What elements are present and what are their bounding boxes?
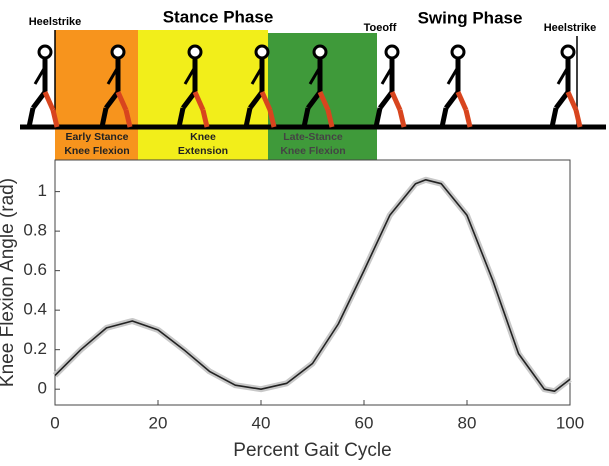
event-label: Heelstrike (544, 22, 597, 34)
x-tick-label: 60 (355, 413, 374, 432)
y-axis-label: Knee Flexion Angle (rad) (0, 178, 18, 387)
phase-title: Swing Phase (418, 8, 523, 27)
line-series (54, 179, 571, 392)
walker-figure (376, 46, 404, 127)
walker-figure (442, 46, 470, 127)
phase-box (138, 30, 268, 160)
gait-diagram: Heelstrike Toeoff Heelstrike Stance Phase Sw… (20, 7, 606, 160)
x-axis-label: Percent Gait Cycle (233, 440, 391, 461)
y-tick-label: 0.8 (23, 221, 47, 240)
chart: 0 20 40 60 80 100 0 0.2 0.4 0.6 0.8 1 Percent Gait C… (0, 159, 584, 461)
x-tick-label: 0 (50, 413, 59, 432)
subphase-label: Knee Flexion (64, 145, 129, 157)
y-tick-label: 0.6 (23, 260, 47, 279)
y-tick-label: 0 (38, 379, 47, 398)
x-tick-label: 80 (458, 413, 477, 432)
event-label: Heelstrike (29, 16, 82, 28)
subphase-label: Early Stance (65, 131, 128, 143)
y-tick-label: 1 (38, 181, 47, 200)
subphase-label: Extension (178, 145, 228, 157)
walker-figure (552, 46, 580, 127)
subphase-label: Knee (190, 131, 216, 143)
subphase-label: Late-Stance (283, 131, 343, 143)
phase-title: Stance Phase (163, 7, 274, 26)
x-tick-label: 100 (556, 413, 584, 432)
subphase-label: Knee Flexion (280, 145, 345, 157)
walker-figure (29, 46, 57, 127)
y-tick-label: 0.2 (23, 339, 47, 358)
event-label: Toeoff (364, 22, 397, 34)
y-tick-label: 0.4 (23, 300, 47, 319)
x-tick-label: 40 (252, 413, 271, 432)
x-tick-label: 20 (149, 413, 168, 432)
